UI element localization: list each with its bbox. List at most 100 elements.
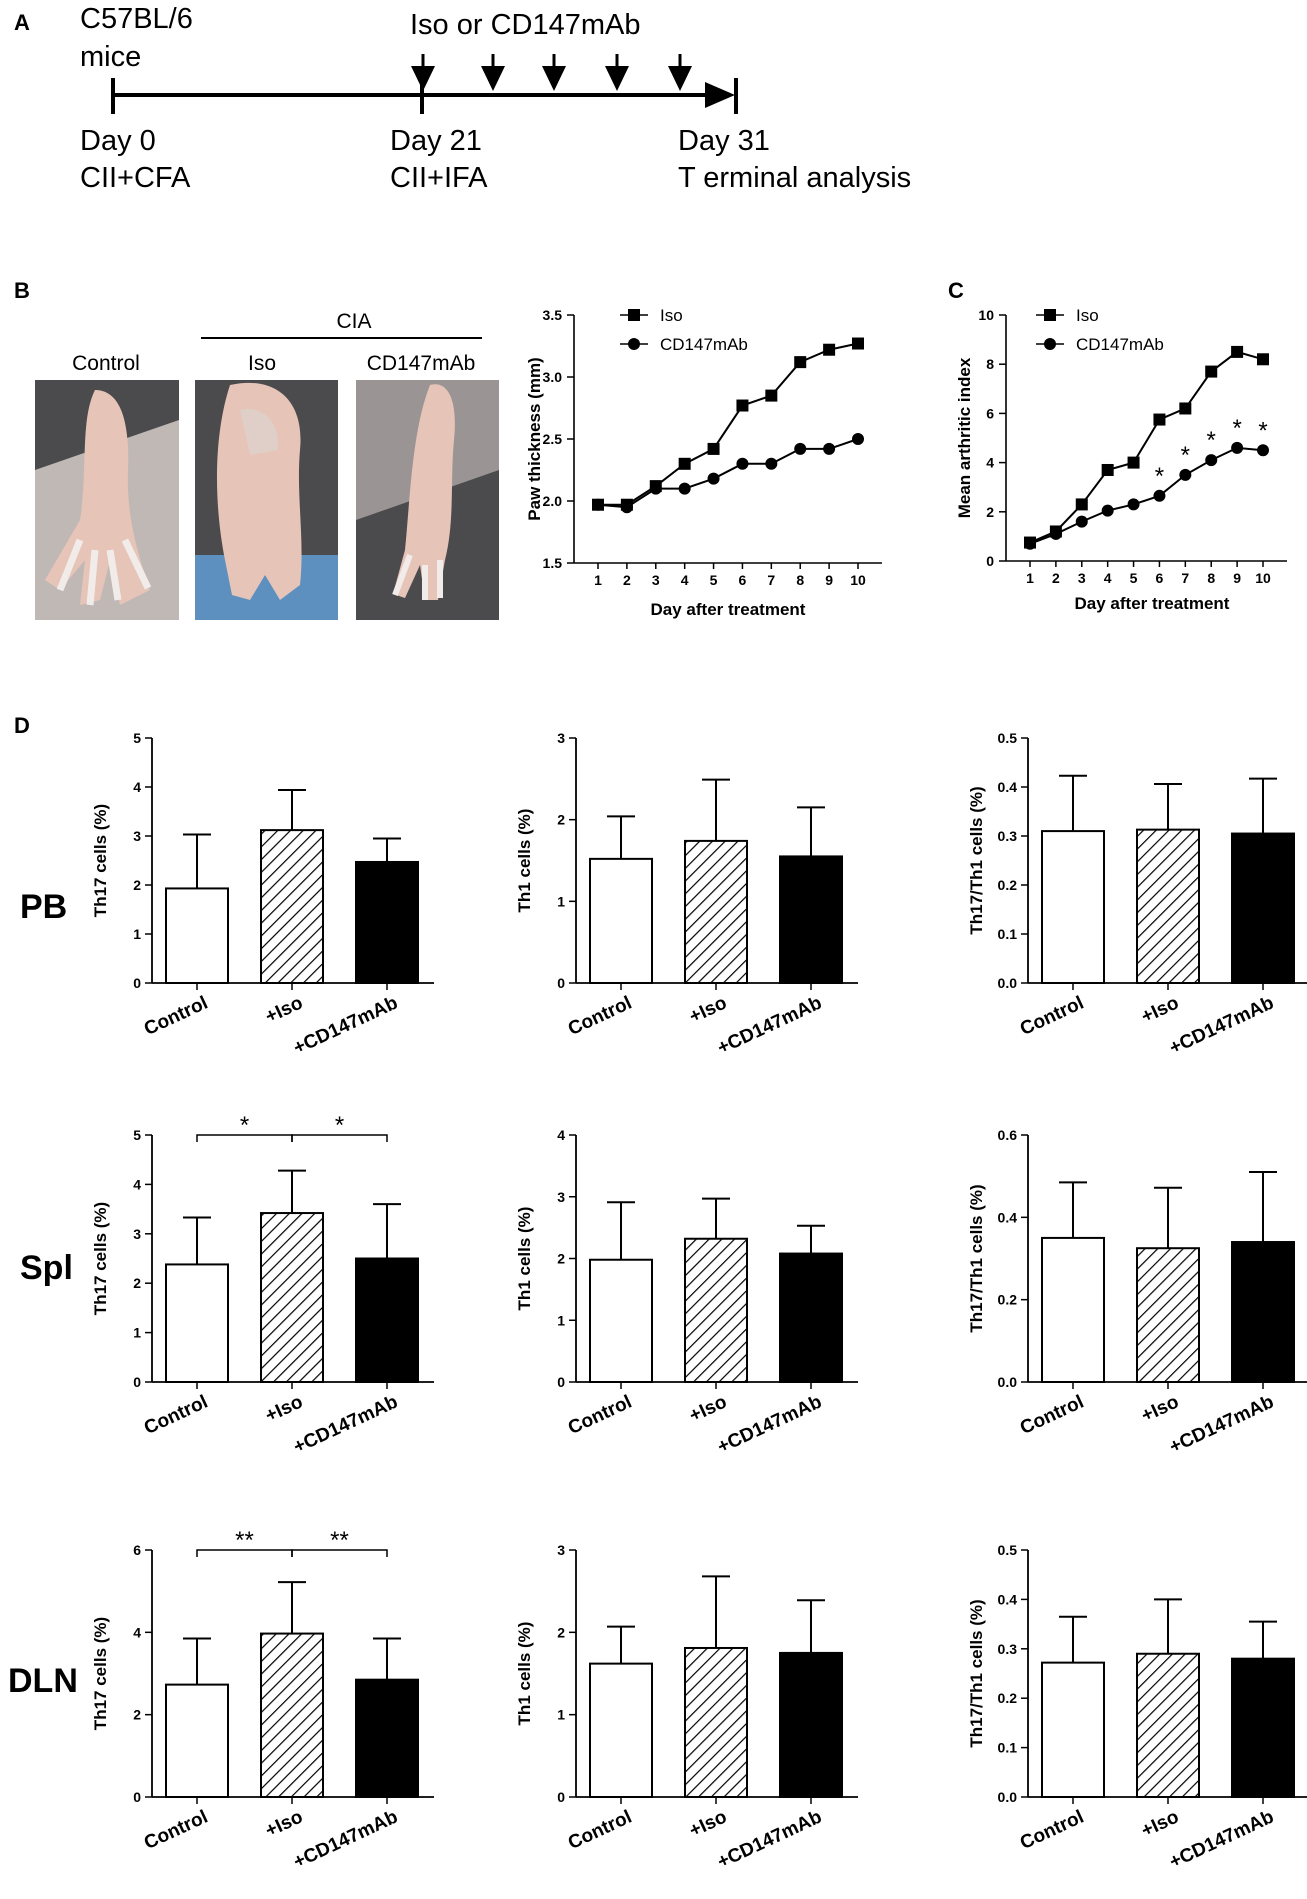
bar-iso xyxy=(684,1646,748,1799)
y-axis-title: Th17 cells (%) xyxy=(91,804,110,917)
treatment-label: Iso or CD147mAb xyxy=(410,9,641,41)
y-axis-title: Th1 cells (%) xyxy=(515,1207,534,1311)
significance-star: * xyxy=(1232,415,1241,442)
panel-label-c: C xyxy=(948,278,964,303)
point-iso xyxy=(1257,353,1269,366)
point-iso xyxy=(1231,345,1244,358)
bar-chart-dln-3: 0.0 0.1 0.2 0.3 0.4 0.5 Th17/Th1 cells (%) Cont… xyxy=(967,1542,1307,1873)
y-tick-label: 0.5 xyxy=(998,1542,1018,1558)
y-tick-label: 2 xyxy=(557,1251,565,1267)
x-category-label: Control xyxy=(1017,1391,1087,1439)
legend: Iso CD147mAb xyxy=(620,306,748,354)
y-tick-label: 0.5 xyxy=(998,730,1018,746)
bar-chart-spl-3: 0.0 0.2 0.4 0.6 Th17/Th1 cells (%) Control +Is… xyxy=(967,1127,1307,1458)
y-tick-label: 0 xyxy=(557,975,565,991)
y-tick-label: 4 xyxy=(133,1176,141,1192)
x-tick-label: 5 xyxy=(710,572,718,588)
series-line-cd147mab xyxy=(597,438,859,509)
y-tick-label: 0.0 xyxy=(998,975,1018,991)
y-tick-label: 1 xyxy=(133,1325,141,1341)
bar-iso xyxy=(260,1212,324,1383)
day31-label: Day 31 xyxy=(678,125,770,157)
x-category-label: Control xyxy=(141,992,211,1040)
bar-control xyxy=(1041,1661,1105,1798)
y-tick-label: 0.4 xyxy=(998,1209,1018,1225)
x-tick-label: 9 xyxy=(1233,570,1241,586)
row-label-spl: Spl xyxy=(20,1249,73,1287)
x-tick-label: 3 xyxy=(1078,570,1086,586)
point-cd147mab xyxy=(707,472,720,485)
y-axis-title: Th1 cells (%) xyxy=(515,809,534,913)
y-tick-label: 5 xyxy=(133,1127,141,1143)
y-tick-label: 0.2 xyxy=(998,877,1018,893)
point-cd147mab xyxy=(678,482,691,495)
y-tick-label: 2.0 xyxy=(543,493,563,509)
x-category-label: Control xyxy=(1017,992,1087,1040)
photo-label-cd147mab: CD147mAb xyxy=(367,352,476,375)
y-tick-label: 1 xyxy=(557,1707,565,1723)
arthritic-index-chart: C * * * * * 0 2 4 6 8 10 xyxy=(948,278,1287,613)
y-tick-label: 0 xyxy=(133,1789,141,1805)
y-tick-label: 0.0 xyxy=(998,1789,1018,1805)
y-tick-label: 1.5 xyxy=(543,555,563,571)
y-tick-label: 0.3 xyxy=(998,1641,1018,1657)
x-tick-label: 1 xyxy=(1026,570,1034,586)
bar-iso xyxy=(1136,828,1200,984)
injection-arrow-3 xyxy=(542,54,566,91)
y-tick-label: 1 xyxy=(133,926,141,942)
point-iso xyxy=(1101,463,1114,476)
significance-star: * xyxy=(1258,417,1267,444)
point-iso xyxy=(1205,365,1218,378)
x-tick-label: 6 xyxy=(739,572,747,588)
bar-chart-pb-3: 0.0 0.1 0.2 0.3 0.4 0.5 Th17/Th1 cells (%) Cont… xyxy=(967,730,1307,1059)
bar-cd147mab xyxy=(355,1678,419,1799)
x-category-label: Control xyxy=(1017,1806,1087,1854)
significance-bracket xyxy=(291,1549,388,1557)
point-cd147mab xyxy=(823,442,836,455)
x-category-label: +Iso xyxy=(686,1391,730,1426)
x-axis-title: Day after treatment xyxy=(1075,594,1230,613)
point-iso xyxy=(1179,402,1192,415)
point-cd147mab xyxy=(1153,489,1166,502)
y-tick-label: 2 xyxy=(557,812,565,828)
y-tick-label: 2 xyxy=(986,504,994,520)
y-tick-label: 1 xyxy=(557,1312,565,1328)
x-tick-label: 3 xyxy=(652,572,660,588)
cia-group-label: CIA xyxy=(336,310,371,333)
point-cd147mab xyxy=(1231,441,1244,454)
x-category-label: +CD147mAb xyxy=(1166,1391,1277,1458)
y-tick-label: 0.6 xyxy=(998,1127,1018,1143)
bar-control xyxy=(1041,830,1105,984)
y-tick-label: 0.1 xyxy=(998,1740,1018,1756)
y-tick-label: 0.2 xyxy=(998,1690,1018,1706)
legend-label-cd147mab: CD147mAb xyxy=(1076,335,1164,354)
y-tick-label: 4 xyxy=(133,779,141,795)
point-iso xyxy=(736,399,749,412)
x-category-label: +CD147mAb xyxy=(290,992,401,1059)
y-tick-label: 2 xyxy=(133,1707,141,1723)
bar-cd147mab xyxy=(779,1651,843,1798)
row-label-dln: DLN xyxy=(8,1662,78,1700)
day21-label: Day 21 xyxy=(390,125,482,157)
y-tick-label: 0 xyxy=(557,1789,565,1805)
x-tick-label: 7 xyxy=(767,572,775,588)
bar-cd147mab xyxy=(1231,1241,1295,1383)
bar-iso xyxy=(260,1632,324,1799)
bar-control xyxy=(589,1662,653,1798)
bar-chart-spl-1: 0 1 2 3 4 5 Th17 cells (%) Control +Iso+CD147mAb… xyxy=(91,1112,434,1458)
mice-label: mice xyxy=(80,41,141,73)
point-cd147mab xyxy=(1101,504,1114,517)
bar-chart-dln-2: 0 1 2 3 Th1 cells (%) Control +Iso+CD147mAb xyxy=(515,1542,858,1873)
y-tick-label: 0 xyxy=(133,975,141,991)
y-axis-title: Th17/Th1 cells (%) xyxy=(967,786,986,934)
photo-control xyxy=(35,380,179,620)
x-tick-label: 10 xyxy=(850,572,866,588)
significance-star: ** xyxy=(235,1527,254,1554)
y-tick-label: 2 xyxy=(133,877,141,893)
injection-arrow-1 xyxy=(411,54,435,91)
legend-label-iso: Iso xyxy=(1076,306,1099,325)
bar-control xyxy=(165,887,229,984)
x-category-label: +CD147mAb xyxy=(290,1806,401,1873)
bar-control xyxy=(1041,1236,1105,1383)
